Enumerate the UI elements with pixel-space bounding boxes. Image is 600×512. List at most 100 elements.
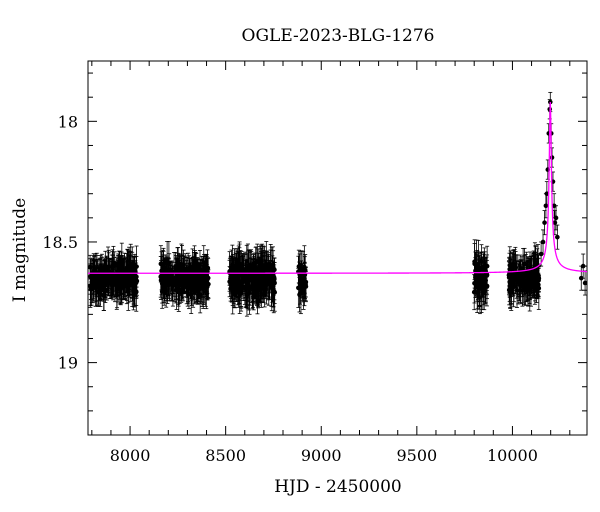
data-point xyxy=(262,283,267,308)
plot-frame xyxy=(87,60,588,436)
y-tick-label: 18 xyxy=(58,112,78,131)
point-marker xyxy=(269,285,275,291)
point-marker xyxy=(526,273,532,278)
point-marker xyxy=(93,276,98,282)
data-point xyxy=(118,255,124,288)
point-marker xyxy=(259,258,264,264)
data-point xyxy=(527,268,532,304)
x-tick-label: 8500 xyxy=(205,446,246,465)
point-marker xyxy=(253,265,259,271)
data-point xyxy=(102,259,107,292)
point-marker xyxy=(236,286,242,292)
point-marker xyxy=(180,281,185,287)
data-point xyxy=(96,266,102,297)
y-axis-label: I magnitude xyxy=(10,198,30,302)
point-marker xyxy=(297,281,303,287)
data-points-layer xyxy=(87,91,588,317)
point-marker xyxy=(484,283,490,289)
point-marker xyxy=(96,279,102,284)
point-marker xyxy=(549,155,555,160)
point-marker xyxy=(302,283,308,289)
data-point xyxy=(247,270,252,315)
point-marker xyxy=(542,220,547,225)
x-tick-labels: 8000 8500 9000 9500 10000 xyxy=(110,446,538,465)
data-point xyxy=(192,250,198,289)
point-marker xyxy=(133,289,139,294)
point-marker xyxy=(229,285,235,291)
y-tick-labels: 18 18.5 19 xyxy=(42,112,78,372)
data-point xyxy=(479,263,484,313)
point-marker xyxy=(474,290,480,296)
point-marker xyxy=(517,282,522,287)
chart-title: OGLE-2023-BLG-1276 xyxy=(242,26,435,46)
point-marker xyxy=(473,273,478,279)
data-point xyxy=(271,266,277,295)
data-point xyxy=(482,256,488,296)
data-point xyxy=(169,260,175,301)
data-point xyxy=(180,257,186,302)
point-marker xyxy=(259,283,264,289)
point-marker xyxy=(553,215,559,221)
point-marker xyxy=(244,259,250,264)
point-marker xyxy=(102,273,107,278)
point-marker xyxy=(519,277,525,283)
point-marker xyxy=(247,290,252,296)
data-point xyxy=(536,268,541,293)
data-point xyxy=(236,274,242,305)
model-curve-layer xyxy=(88,102,588,274)
point-marker xyxy=(171,282,177,288)
point-marker xyxy=(302,276,307,281)
point-marker xyxy=(524,280,529,285)
point-marker xyxy=(296,285,301,291)
point-marker xyxy=(534,271,540,277)
point-marker xyxy=(527,283,532,289)
data-point xyxy=(540,229,546,255)
point-marker xyxy=(540,239,546,245)
point-marker xyxy=(472,259,477,264)
data-point xyxy=(524,262,529,303)
data-point xyxy=(534,261,540,287)
x-tick-label: 9000 xyxy=(301,446,342,465)
point-marker xyxy=(479,285,484,291)
data-point xyxy=(159,274,165,309)
data-point xyxy=(302,261,307,295)
point-marker xyxy=(255,280,260,285)
point-marker xyxy=(195,277,201,283)
data-point xyxy=(519,268,525,293)
data-point xyxy=(109,261,114,290)
model-curve xyxy=(88,102,588,274)
x-tick-label: 9500 xyxy=(396,446,437,465)
data-point xyxy=(580,253,586,279)
data-point xyxy=(517,261,523,291)
data-point xyxy=(484,272,490,300)
point-marker xyxy=(266,281,272,286)
data-point xyxy=(185,252,191,288)
point-marker xyxy=(186,285,192,291)
data-point xyxy=(93,266,98,292)
point-marker xyxy=(555,234,560,240)
x-tick-label: 10000 xyxy=(487,446,538,465)
data-point xyxy=(204,266,209,300)
data-point xyxy=(165,258,170,302)
point-marker xyxy=(230,262,235,268)
point-marker xyxy=(165,277,170,283)
point-marker xyxy=(204,280,209,285)
x-tick-label: 8000 xyxy=(110,446,151,465)
point-marker xyxy=(109,273,114,278)
point-marker xyxy=(178,273,183,279)
point-marker xyxy=(255,298,260,303)
point-marker xyxy=(508,275,513,281)
point-marker xyxy=(181,267,186,272)
data-point xyxy=(235,248,240,293)
data-point xyxy=(268,249,273,287)
point-marker xyxy=(190,284,196,289)
point-marker xyxy=(271,278,277,283)
point-marker xyxy=(175,263,181,268)
data-point xyxy=(195,258,201,302)
point-marker xyxy=(482,273,488,279)
point-marker xyxy=(159,289,165,294)
data-point xyxy=(508,267,514,311)
y-tick-label: 18.5 xyxy=(42,233,78,252)
point-marker xyxy=(245,284,250,289)
